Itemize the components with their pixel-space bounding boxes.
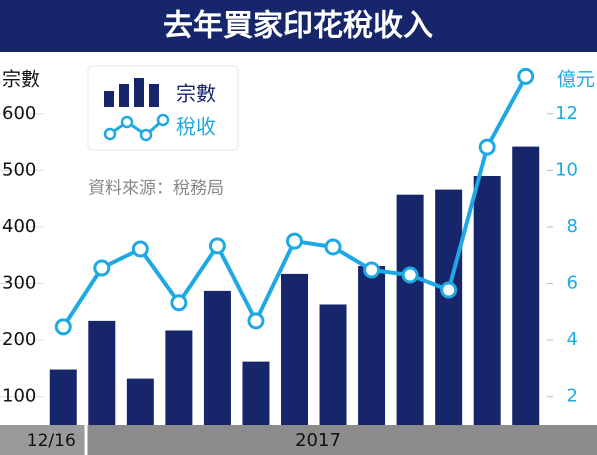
y-tick-label: 600 [2,103,36,124]
source-note: 資料來源：稅務局 [88,179,224,199]
line-marker [247,312,265,330]
y2-tick-label: 2 [567,386,578,407]
bar [473,176,501,425]
line-marker [54,318,72,336]
legend-label: 稅收 [176,115,216,139]
bar [203,290,231,425]
year-label: 2017 [295,430,341,451]
y-tick-label: 400 [2,216,36,237]
line-marker [131,240,149,258]
bar [242,361,270,425]
y2-tick-label: 10 [555,159,578,180]
x-tick-label: 12/16 [27,431,76,451]
legend-label: 宗數 [176,82,216,106]
chart-title: 去年買家印花稅收入 [163,9,433,44]
line-marker [401,266,419,284]
bar [512,146,540,425]
legend-marker-icon [139,128,153,142]
y-tick-label: 200 [2,329,36,350]
legend-bar-icon [104,91,114,107]
plot: 100 200 300 400 500 600 2 4 6 8 10 12 [0,67,578,425]
legend: 宗數 稅收 [87,65,239,151]
y-tick-label: 100 [2,386,36,407]
y-tick-label: 500 [2,159,36,180]
line-marker [440,281,458,299]
line-marker [93,259,111,277]
line-marker [208,237,226,255]
bar [358,265,386,425]
line-marker [363,261,381,279]
legend-marker-icon [156,113,170,127]
bar [435,189,463,425]
x-axis-cell [0,425,84,455]
title-banner [0,0,597,52]
legend-line-icon [109,118,164,137]
bar [396,194,424,425]
bar [319,304,347,425]
y2-tick-label: 6 [567,273,578,294]
line-marker [478,138,496,156]
legend-bar-icon [119,84,129,107]
line-marker [324,238,342,256]
y2-axis-label: 億元 [557,69,595,91]
legend-bar-icon [149,84,159,107]
legend-bar-icon [134,78,144,107]
y2-tick-label: 12 [555,103,578,124]
legend-marker-icon [103,127,117,141]
line-marker [517,67,535,85]
line-marker [286,232,303,250]
bar [165,330,193,425]
y-axis-label: 宗數 [2,69,40,91]
line-marker [170,294,188,312]
bar [281,273,308,425]
bar [49,369,77,425]
x-axis-band [0,425,597,455]
y2-tick-label: 4 [567,329,578,350]
bar [88,320,116,425]
bar [126,378,154,425]
y-tick-label: 300 [2,273,36,294]
legend-marker-icon [120,115,134,129]
y2-tick-label: 8 [567,216,578,237]
